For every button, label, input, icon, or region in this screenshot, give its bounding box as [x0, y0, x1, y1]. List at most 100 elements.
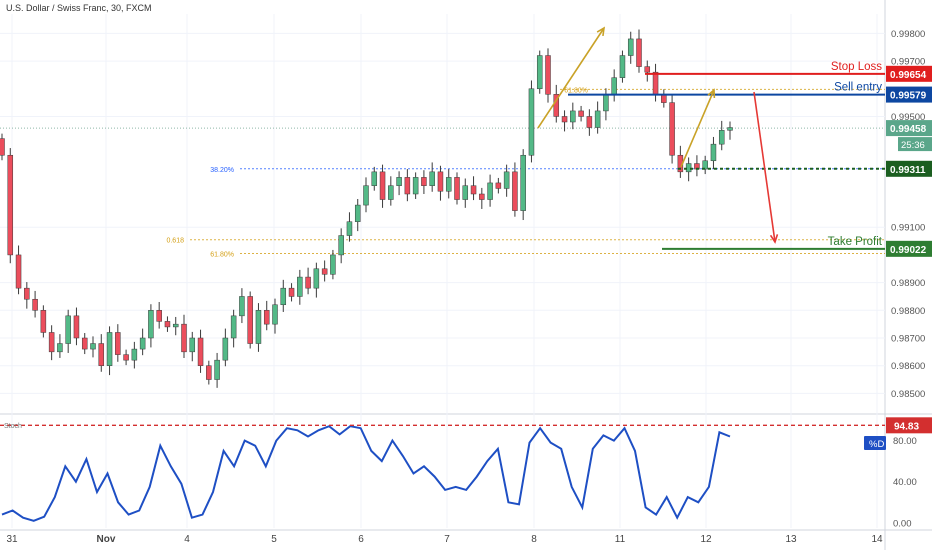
level-label: Stop Loss	[831, 61, 882, 73]
stoch-y-tick-label: 0.00	[893, 518, 912, 529]
x-tick-label: 8	[531, 534, 537, 545]
x-tick-label: 7	[444, 534, 450, 545]
candle-body	[305, 276, 311, 289]
candle-body	[354, 204, 361, 222]
candle-body	[148, 310, 154, 339]
candle-body	[32, 298, 38, 311]
price-badge-label: 0.99458	[890, 124, 927, 135]
stoch-y-tick-label: 40.00	[893, 477, 917, 488]
candle-body	[297, 276, 303, 297]
candle-body	[181, 323, 187, 353]
x-tick-label: 11	[615, 534, 626, 545]
candle-body	[172, 323, 179, 328]
projection-arrow-down	[753, 91, 776, 243]
candle-body	[644, 66, 651, 73]
stoch-level-badge	[886, 417, 932, 434]
price-badge-label: 0.99654	[890, 70, 927, 81]
candle-body	[57, 343, 63, 353]
stoch-panel-name: Stoch	[4, 423, 22, 430]
candle-body	[214, 359, 220, 380]
level-label: Sell entry	[834, 82, 882, 94]
price-badge-label: 0.99311	[890, 165, 926, 176]
candle-body	[421, 177, 427, 186]
candle-body	[272, 304, 278, 325]
price-badge	[886, 65, 932, 82]
candle-body	[536, 55, 543, 90]
candle-body	[247, 296, 253, 344]
y-tick-label: 0.98900	[891, 278, 925, 289]
candle-body	[24, 287, 30, 300]
candle-body	[15, 254, 22, 289]
stoch-y-tick-label: 80.00	[893, 436, 917, 447]
candle-body	[570, 110, 576, 123]
candle-body	[379, 171, 386, 200]
countdown-badge	[898, 137, 932, 152]
price-badge	[886, 240, 932, 257]
candle-body	[288, 287, 295, 297]
candle-body	[197, 337, 204, 366]
level-label: Take Profit	[828, 236, 883, 248]
candle-body	[40, 310, 47, 333]
candle-body	[230, 315, 237, 339]
candle-body	[139, 337, 146, 350]
candle-body	[454, 177, 460, 200]
candle-body	[73, 315, 80, 339]
candle-body	[280, 287, 287, 306]
price-badge-label: 0.99579	[890, 91, 927, 102]
price-badge-label: 0.99022	[890, 245, 927, 256]
candle-body	[652, 71, 659, 95]
candle-body	[727, 127, 733, 131]
candle-body	[65, 315, 71, 344]
candle-body	[636, 38, 642, 67]
candle-body	[189, 337, 196, 353]
fib-level-label: 61.80%	[564, 87, 588, 94]
candle-body	[404, 177, 411, 195]
candle-body	[321, 268, 328, 275]
y-tick-label: 0.99700	[891, 57, 925, 68]
candle-body	[338, 235, 344, 256]
candle-body	[239, 296, 245, 317]
candle-body	[594, 110, 601, 128]
candle-body	[512, 171, 518, 211]
y-tick-label: 0.99800	[891, 29, 925, 40]
candle-body	[437, 171, 444, 192]
candle-body	[545, 55, 551, 95]
candle-body	[98, 343, 105, 366]
candle-body	[627, 38, 634, 56]
candle-body	[586, 116, 593, 128]
candle-body	[222, 337, 229, 361]
candle-body	[669, 102, 675, 156]
candle-body	[718, 130, 725, 145]
candle-body	[131, 348, 138, 361]
candle-body	[106, 332, 113, 366]
candle-body	[156, 310, 162, 322]
impulse-arrow-up-head	[596, 26, 606, 37]
y-tick-label: 0.98500	[891, 389, 925, 400]
candle-body	[520, 154, 526, 211]
y-tick-label: 0.98800	[891, 306, 925, 317]
candle-body	[619, 55, 626, 78]
countdown-label: 25:36	[901, 140, 925, 151]
candle-body	[470, 185, 477, 195]
y-tick-label: 0.98600	[891, 361, 925, 372]
candle-body	[495, 182, 502, 189]
candle-body	[603, 94, 609, 112]
fib-level-label: 0.618	[166, 238, 184, 245]
candle-body	[0, 138, 5, 156]
y-tick-label: 0.98700	[891, 334, 925, 345]
candle-body	[7, 154, 14, 256]
candle-body	[313, 268, 320, 289]
candle-body	[702, 160, 708, 170]
candle-body	[363, 185, 369, 206]
fib-level-label: 38.20%	[210, 167, 234, 174]
candle-body	[115, 332, 121, 355]
y-tick-label: 0.99500	[891, 112, 925, 123]
candle-body	[528, 88, 535, 156]
projection-arrow-down-head	[769, 234, 779, 244]
chart-title: U.S. Dollar / Swiss Franc, 30, FXCM	[6, 3, 152, 13]
candle-body	[685, 163, 692, 173]
candle-body	[578, 110, 584, 117]
x-tick-label: Nov	[97, 534, 116, 545]
price-badge	[886, 86, 932, 103]
